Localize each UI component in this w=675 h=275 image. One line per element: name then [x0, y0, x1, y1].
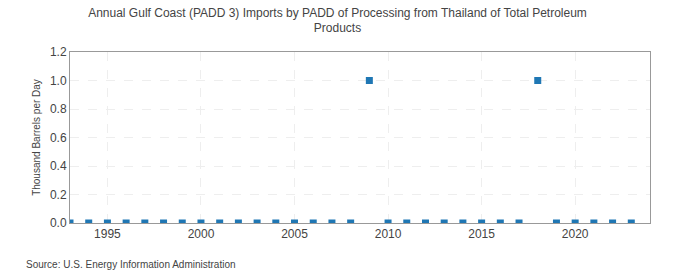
- svg-text:Thousand Barrels per Day: Thousand Barrels per Day: [31, 79, 42, 196]
- svg-text:2015: 2015: [468, 227, 495, 241]
- svg-text:Source: U.S. Energy Informatio: Source: U.S. Energy Information Administ…: [26, 259, 236, 270]
- svg-text:2005: 2005: [281, 227, 308, 241]
- svg-text:2020: 2020: [562, 227, 589, 241]
- svg-text:Annual Gulf Coast (PADD 3) Imp: Annual Gulf Coast (PADD 3) Imports by PA…: [88, 6, 587, 36]
- svg-text:1.0: 1.0: [50, 74, 67, 88]
- svg-text:0.6: 0.6: [50, 131, 67, 145]
- svg-text:0.0: 0.0: [50, 216, 67, 230]
- svg-text:0.8: 0.8: [50, 102, 67, 116]
- svg-text:2010: 2010: [375, 227, 402, 241]
- svg-text:1.2: 1.2: [50, 45, 67, 59]
- svg-text:0.4: 0.4: [50, 159, 67, 173]
- svg-text:2000: 2000: [188, 227, 215, 241]
- svg-text:0.2: 0.2: [50, 188, 67, 202]
- svg-text:1995: 1995: [94, 227, 121, 241]
